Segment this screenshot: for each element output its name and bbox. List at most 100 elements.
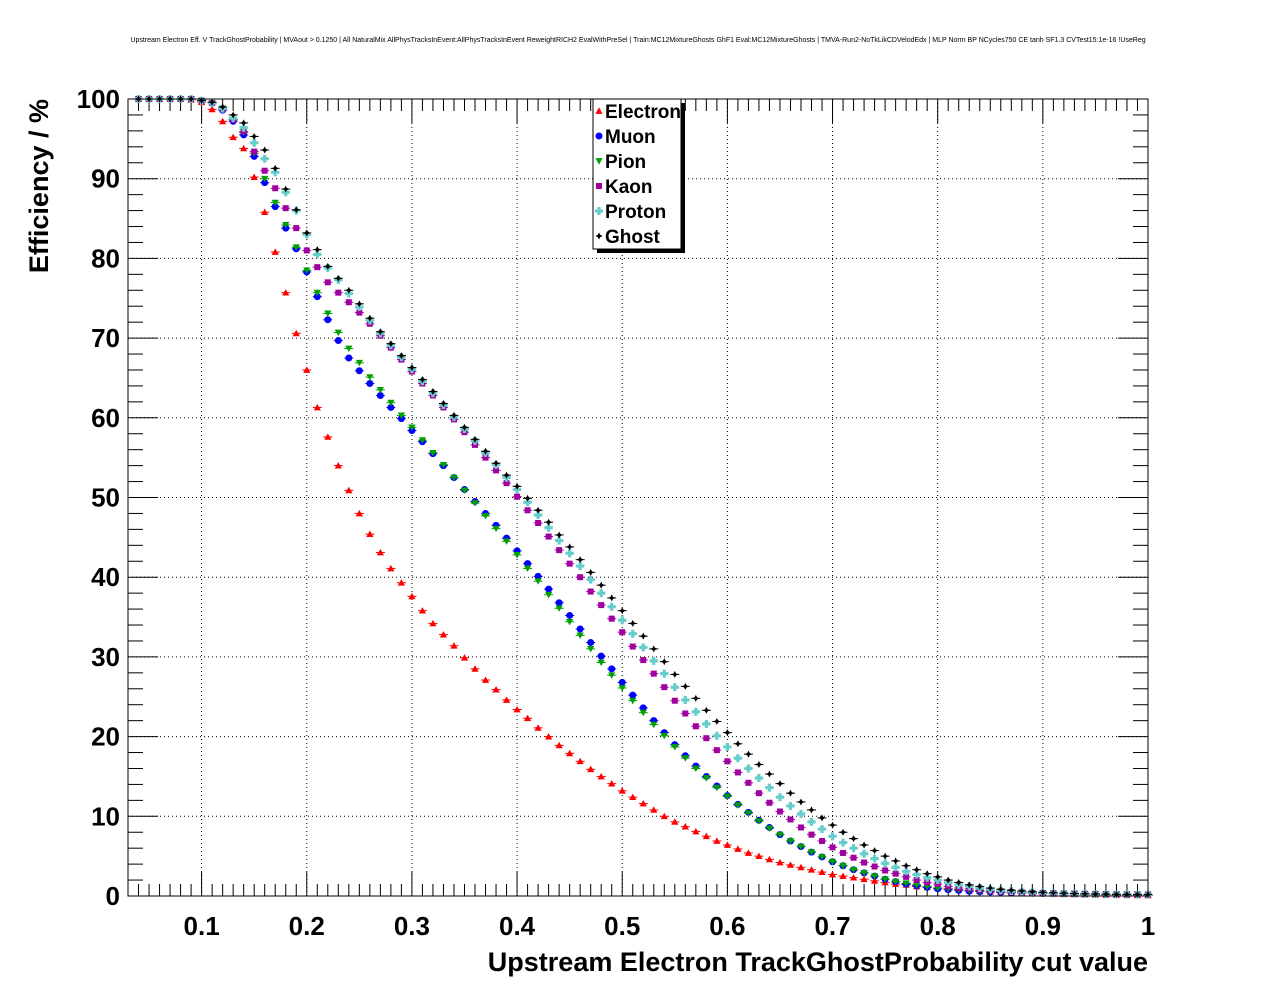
data-point [492, 459, 500, 467]
data-point [387, 403, 395, 411]
data-point [324, 316, 332, 324]
data-point [229, 133, 237, 141]
chart-title: Upstream Electron Eff. V TrackGhostProba… [130, 37, 1145, 44]
data-point [587, 588, 594, 595]
data-point [745, 779, 752, 786]
data-point [355, 367, 363, 375]
data-point [524, 494, 532, 502]
data-point [639, 704, 647, 712]
data-point [250, 138, 259, 147]
data-point [324, 262, 332, 270]
data-point [650, 670, 657, 677]
data-point [545, 585, 553, 593]
data-point [418, 607, 427, 614]
series-ghost [134, 95, 1153, 899]
data-point [566, 543, 574, 551]
data-point [514, 493, 521, 500]
data-point [776, 780, 784, 788]
data-point [313, 250, 322, 259]
data-point [924, 879, 931, 886]
data-point [692, 723, 699, 730]
data-point [976, 882, 984, 890]
data-point [565, 549, 574, 558]
data-point [271, 203, 279, 211]
data-point [796, 809, 805, 818]
data-point [429, 619, 437, 627]
data-point [240, 119, 248, 127]
data-point [807, 817, 816, 826]
data-point [334, 336, 342, 344]
data-point [692, 827, 700, 835]
data-point [534, 506, 542, 514]
data-point [829, 844, 836, 851]
data-point [860, 875, 868, 883]
data-point [744, 810, 753, 817]
data-point [356, 309, 363, 316]
data-point [335, 289, 342, 296]
data-point [282, 185, 290, 193]
data-point [482, 447, 490, 455]
y-tick-label: 30 [91, 642, 120, 672]
data-point [892, 870, 899, 877]
x-tick-label: 0.1 [184, 911, 220, 941]
data-point [618, 678, 626, 686]
data-point [902, 880, 910, 887]
data-point [387, 399, 395, 407]
y-tick-label: 10 [91, 801, 120, 831]
data-point [839, 872, 847, 879]
data-point [870, 877, 879, 884]
data-point [1112, 890, 1120, 898]
data-point [807, 866, 816, 873]
data-point [776, 858, 784, 866]
data-point [881, 859, 890, 868]
data-point [261, 208, 269, 216]
data-point [828, 832, 837, 841]
data-point [850, 854, 857, 861]
y-tick-label: 0 [106, 881, 120, 911]
data-point [366, 314, 374, 322]
data-point [534, 572, 542, 580]
data-point [324, 279, 331, 286]
data-point [786, 789, 794, 797]
data-point [535, 520, 542, 527]
data-point [712, 731, 721, 740]
data-point [366, 380, 374, 388]
legend-label-kaon: Kaon [605, 177, 653, 198]
data-point [1102, 890, 1110, 898]
x-tick-label: 0.7 [814, 911, 850, 941]
data-point [660, 658, 668, 666]
data-point [471, 435, 479, 443]
data-point [576, 757, 584, 765]
data-point [723, 729, 731, 737]
data-point [734, 740, 742, 748]
data-point [250, 132, 258, 140]
data-point [713, 717, 721, 725]
data-point [755, 790, 762, 797]
data-point [198, 97, 206, 105]
data-point [219, 117, 227, 125]
data-point [471, 665, 479, 672]
data-point [934, 873, 942, 881]
data-point [892, 857, 900, 865]
data-point [576, 625, 584, 633]
data-point [649, 656, 658, 665]
data-point [828, 870, 837, 878]
tick-labels: 0.1 0.2 0.3 0.4 0.5 0.6 0.7 0.8 0.9 1010203040506… [77, 84, 1156, 941]
data-point [598, 602, 605, 609]
data-point [555, 599, 563, 607]
data-point [408, 424, 416, 431]
data-point [303, 366, 311, 373]
data-point [523, 714, 532, 722]
data-point [765, 783, 774, 792]
legend-label-ghost: Ghost [605, 227, 661, 248]
data-point [861, 859, 868, 866]
data-point [324, 310, 332, 317]
data-point [871, 847, 879, 855]
data-point [766, 799, 773, 806]
data-point [608, 594, 616, 602]
legend: Electron Muon Pion Kaon Proton Ghost [592, 98, 685, 253]
data-point [818, 814, 826, 822]
data-point [797, 798, 805, 806]
data-point [650, 645, 658, 653]
